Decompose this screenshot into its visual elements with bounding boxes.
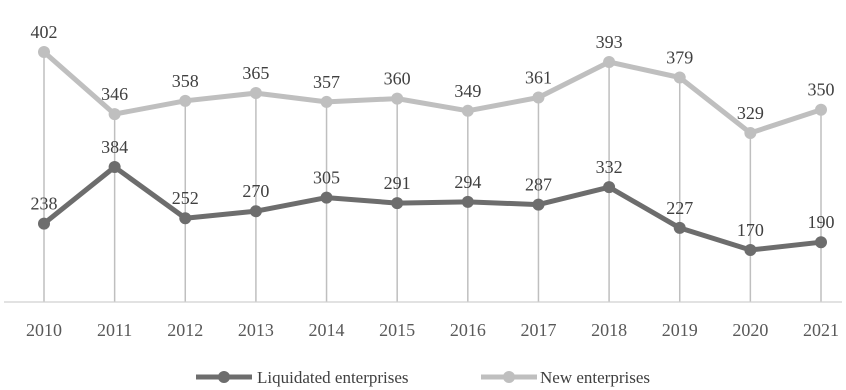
legend-label: Liquidated enterprises	[257, 368, 409, 387]
point-new-enterprises-2019	[673, 71, 686, 84]
legend-swatch-marker	[503, 371, 515, 383]
data-label-new-enterprises-2019: 379	[666, 48, 693, 68]
data-label-new-enterprises-2015: 360	[384, 69, 411, 89]
data-label-new-enterprises-2020: 329	[737, 103, 764, 123]
point-new-enterprises-2012	[179, 94, 192, 107]
point-liquidated-enterprises-2010	[38, 217, 50, 230]
data-label-liquidated-enterprises-2016: 294	[454, 172, 481, 192]
point-liquidated-enterprises-2020	[744, 244, 757, 256]
data-label-new-enterprises-2011: 346	[101, 84, 128, 104]
point-liquidated-enterprises-2016	[461, 195, 474, 208]
data-label-liquidated-enterprises-2018: 332	[596, 157, 623, 177]
data-label-new-enterprises-2021: 350	[808, 80, 835, 100]
point-new-enterprises-2017	[532, 91, 545, 104]
point-new-enterprises-2013	[249, 87, 262, 100]
point-new-enterprises-2018	[603, 55, 616, 68]
data-label-liquidated-enterprises-2021: 190	[808, 212, 835, 232]
x-tick-2011: 2011	[97, 320, 132, 340]
point-new-enterprises-2016	[461, 104, 474, 117]
point-liquidated-enterprises-2018	[603, 181, 616, 194]
data-labels: 238 384 252 270 305 291 294 287 332 227 170 190 402 3…	[31, 22, 835, 240]
data-label-liquidated-enterprises-2012: 252	[172, 188, 199, 208]
x-tick-2021: 2021	[803, 320, 839, 340]
legend-swatch-marker	[218, 371, 230, 383]
legend-label: New enterprises	[540, 368, 650, 387]
data-label-new-enterprises-2017: 361	[525, 67, 552, 87]
point-liquidated-enterprises-2013	[249, 205, 262, 218]
data-label-liquidated-enterprises-2020: 170	[737, 220, 764, 240]
point-liquidated-enterprises-2012	[179, 212, 192, 225]
x-axis-ticks: 2010 2011 2012 2013 2014 2015 2016 2017 2018 2019…	[26, 320, 839, 340]
data-label-liquidated-enterprises-2017: 287	[525, 175, 552, 195]
series-line-liquidated-enterprises	[42, 164, 822, 253]
point-new-enterprises-2014	[320, 95, 333, 108]
point-liquidated-enterprises-2015	[391, 197, 404, 210]
point-liquidated-enterprises-2014	[320, 191, 333, 204]
data-label-liquidated-enterprises-2010: 238	[31, 194, 58, 214]
point-new-enterprises-2010	[38, 46, 50, 58]
x-tick-2010: 2010	[26, 320, 62, 340]
series-layer	[38, 46, 827, 256]
point-new-enterprises-2011	[108, 108, 121, 121]
data-label-new-enterprises-2010: 402	[31, 22, 58, 42]
data-label-new-enterprises-2016: 349	[454, 81, 481, 101]
x-tick-2019: 2019	[662, 320, 698, 340]
data-label-new-enterprises-2014: 357	[313, 72, 340, 92]
point-liquidated-enterprises-2019	[673, 221, 686, 234]
legend: Liquidated enterprises New enterprises	[196, 368, 650, 387]
x-tick-2015: 2015	[379, 320, 415, 340]
legend-item-new-enterprises: New enterprises	[481, 368, 650, 387]
data-label-liquidated-enterprises-2011: 384	[101, 137, 128, 157]
x-tick-2013: 2013	[238, 320, 274, 340]
data-label-liquidated-enterprises-2013: 270	[242, 181, 269, 201]
series-line-new-enterprises	[42, 50, 822, 136]
data-label-new-enterprises-2018: 393	[596, 32, 623, 52]
x-tick-2012: 2012	[167, 320, 203, 340]
point-liquidated-enterprises-2021	[815, 236, 827, 249]
x-tick-2014: 2014	[309, 320, 345, 340]
x-tick-2020: 2020	[732, 320, 768, 340]
x-tick-2016: 2016	[450, 320, 486, 340]
point-liquidated-enterprises-2017	[532, 198, 545, 211]
data-label-new-enterprises-2012: 358	[172, 71, 199, 91]
data-label-liquidated-enterprises-2015: 291	[384, 173, 411, 193]
point-new-enterprises-2015	[391, 92, 404, 105]
point-new-enterprises-2021	[815, 103, 827, 116]
x-tick-2017: 2017	[520, 320, 556, 340]
x-tick-2018: 2018	[591, 320, 627, 340]
data-label-new-enterprises-2013: 365	[242, 63, 269, 83]
point-new-enterprises-2020	[744, 127, 757, 139]
legend-item-liquidated-enterprises: Liquidated enterprises	[196, 368, 409, 387]
data-label-liquidated-enterprises-2019: 227	[666, 198, 693, 218]
drop-lines	[43, 52, 822, 302]
point-liquidated-enterprises-2011	[108, 161, 121, 173]
data-label-liquidated-enterprises-2014: 305	[313, 168, 340, 188]
